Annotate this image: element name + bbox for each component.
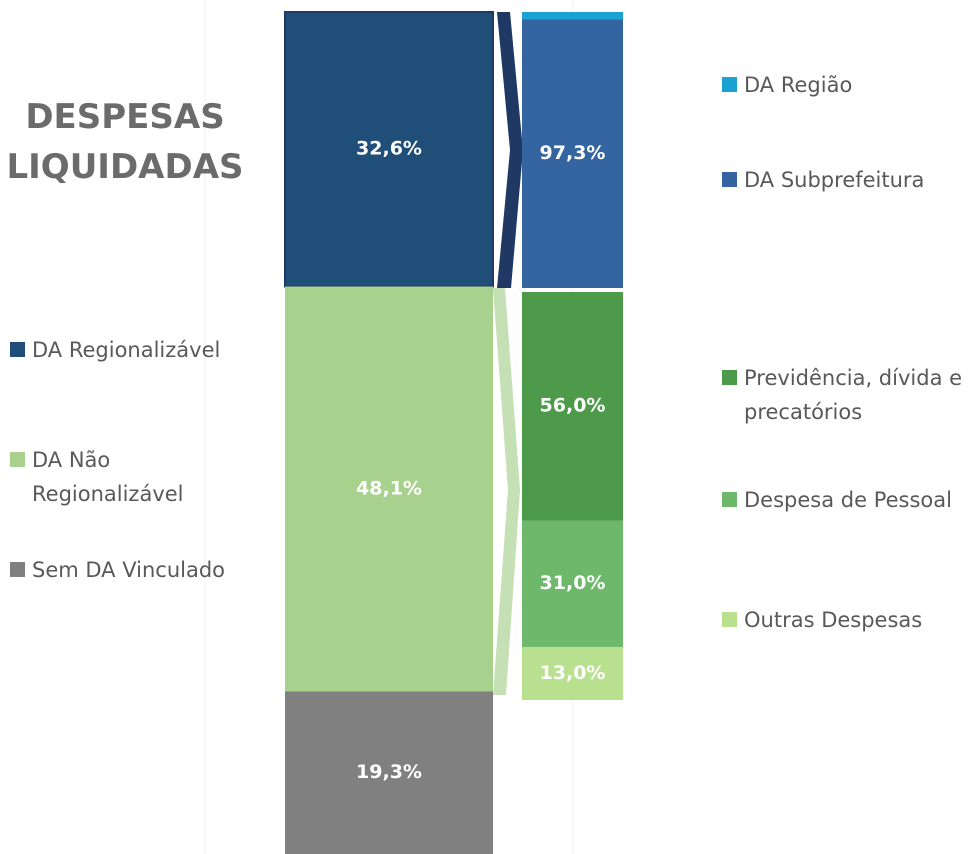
bar-segment <box>285 286 493 692</box>
legend-swatch <box>10 342 25 357</box>
legend-swatch <box>722 77 737 92</box>
bar-segment <box>522 19 623 289</box>
value-label: 13,0% <box>540 662 606 684</box>
legend-label: Previdência, dívida e precatórios <box>744 366 963 424</box>
legend-swatch <box>722 612 737 627</box>
value-label: 48,1% <box>356 477 422 499</box>
legend-item: Despesa de Pessoal <box>722 483 968 517</box>
legend-swatch <box>722 492 737 507</box>
legend-item: Sem DA Vinculado <box>10 553 270 587</box>
connector <box>497 12 523 288</box>
legend-item: DA Subprefeitura <box>722 163 962 197</box>
legend-swatch <box>722 172 737 187</box>
legend-swatch <box>10 562 25 577</box>
legend-label: Outras Despesas <box>744 608 923 632</box>
legend-label: DA Regionalizável <box>32 338 221 362</box>
bar-segment <box>522 12 623 20</box>
legend-item: Previdência, dívida e precatórios <box>722 361 968 429</box>
bar-segment <box>285 691 493 854</box>
legend-label: Sem DA Vinculado <box>32 558 226 582</box>
legend-label: Despesa de Pessoal <box>744 488 952 512</box>
bar-segment <box>522 520 623 647</box>
value-label: 19,3% <box>356 761 422 783</box>
legend-item: DA Não Regionalizável <box>10 443 210 511</box>
legend-label: DA Região <box>744 73 853 97</box>
value-label: 31,0% <box>540 572 606 594</box>
value-label: 56,0% <box>540 395 606 417</box>
connector <box>493 288 520 695</box>
legend-swatch <box>10 452 25 467</box>
legend-item: DA Regionalizável <box>10 333 250 367</box>
bar-segment <box>284 11 494 288</box>
bar-segment <box>522 646 623 700</box>
chart-title: DESPESAS LIQUIDADAS <box>6 97 244 187</box>
legend-label: DA Subprefeitura <box>744 168 925 192</box>
value-label: 97,3% <box>540 142 606 164</box>
value-label: 32,6% <box>356 138 422 160</box>
legend-item: DA Região <box>722 68 962 102</box>
legend-swatch <box>722 370 737 385</box>
bar-segment <box>522 292 623 521</box>
legend-label: DA Não Regionalizável <box>32 448 184 506</box>
legend-item: Outras Despesas <box>722 603 968 637</box>
